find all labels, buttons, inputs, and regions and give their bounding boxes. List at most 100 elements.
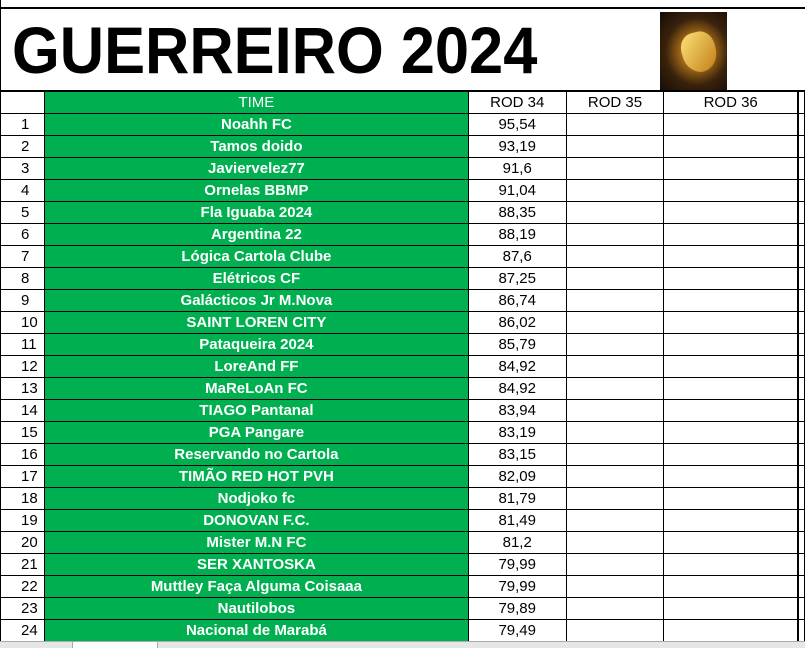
rod34-cell[interactable]: 87,25 bbox=[467, 267, 567, 290]
next-cell[interactable] bbox=[797, 575, 805, 598]
row-number[interactable]: 12 bbox=[0, 355, 45, 378]
rod34-cell[interactable]: 88,19 bbox=[467, 223, 567, 246]
team-cell[interactable]: Nautilobos bbox=[43, 597, 469, 620]
team-cell[interactable]: DONOVAN F.C. bbox=[43, 509, 469, 532]
rod36-cell[interactable] bbox=[663, 553, 799, 576]
rod35-cell[interactable] bbox=[565, 113, 665, 136]
team-cell[interactable]: Tamos doido bbox=[43, 135, 469, 158]
next-cell[interactable] bbox=[797, 619, 805, 642]
rod36-cell[interactable] bbox=[663, 113, 799, 136]
next-cell[interactable] bbox=[797, 201, 805, 224]
rod36-cell[interactable] bbox=[663, 333, 799, 356]
rod36-cell[interactable] bbox=[663, 575, 799, 598]
rod36-cell[interactable] bbox=[663, 399, 799, 422]
row-number[interactable]: 1 bbox=[0, 113, 45, 136]
rod35-cell[interactable] bbox=[565, 223, 665, 246]
rod35-header[interactable]: ROD 35 bbox=[565, 90, 665, 114]
team-cell[interactable]: SAINT LOREN CITY bbox=[43, 311, 469, 334]
team-cell[interactable]: Galácticos Jr M.Nova bbox=[43, 289, 469, 312]
team-cell[interactable]: Lógica Cartola Clube bbox=[43, 245, 469, 268]
team-cell[interactable]: Mister M.N FC bbox=[43, 531, 469, 554]
team-cell[interactable]: TIAGO Pantanal bbox=[43, 399, 469, 422]
row-number[interactable]: 13 bbox=[0, 377, 45, 400]
row-number[interactable]: 23 bbox=[0, 597, 45, 620]
next-cell[interactable] bbox=[797, 333, 805, 356]
row-number[interactable]: 4 bbox=[0, 179, 45, 202]
next-cell[interactable] bbox=[797, 487, 805, 510]
rod34-cell[interactable]: 79,89 bbox=[467, 597, 567, 620]
next-cell[interactable] bbox=[797, 289, 805, 312]
team-cell[interactable]: Nacional de Marabá bbox=[43, 619, 469, 642]
rod36-cell[interactable] bbox=[663, 509, 799, 532]
team-cell[interactable]: PGA Pangare bbox=[43, 421, 469, 444]
rod35-cell[interactable] bbox=[565, 311, 665, 334]
team-cell[interactable]: SER XANTOSKA bbox=[43, 553, 469, 576]
rod35-cell[interactable] bbox=[565, 421, 665, 444]
rod36-cell[interactable] bbox=[663, 421, 799, 444]
time-header[interactable]: TIME bbox=[43, 90, 469, 114]
next-cell[interactable] bbox=[797, 597, 805, 620]
next-cell[interactable] bbox=[797, 531, 805, 554]
team-cell[interactable]: Muttley Faça Alguma Coisaaa bbox=[43, 575, 469, 598]
next-cell[interactable] bbox=[797, 113, 805, 136]
rod34-cell[interactable]: 83,94 bbox=[467, 399, 567, 422]
rod35-cell[interactable] bbox=[565, 597, 665, 620]
rod34-cell[interactable]: 81,2 bbox=[467, 531, 567, 554]
row-number[interactable]: 7 bbox=[0, 245, 45, 268]
row-number[interactable]: 11 bbox=[0, 333, 45, 356]
rod36-cell[interactable] bbox=[663, 223, 799, 246]
next-cell[interactable] bbox=[797, 443, 805, 466]
rod35-cell[interactable] bbox=[565, 179, 665, 202]
row-number[interactable]: 15 bbox=[0, 421, 45, 444]
rod35-cell[interactable] bbox=[565, 201, 665, 224]
rod34-cell[interactable]: 84,92 bbox=[467, 355, 567, 378]
rod34-header[interactable]: ROD 34 bbox=[467, 90, 567, 114]
next-cell[interactable] bbox=[797, 311, 805, 334]
rod34-cell[interactable]: 95,54 bbox=[467, 113, 567, 136]
row-number[interactable]: 3 bbox=[0, 157, 45, 180]
rod35-cell[interactable] bbox=[565, 553, 665, 576]
row-number[interactable]: 8 bbox=[0, 267, 45, 290]
row-number[interactable]: 21 bbox=[0, 553, 45, 576]
team-cell[interactable]: Nodjoko fc bbox=[43, 487, 469, 510]
next-cell[interactable] bbox=[797, 135, 805, 158]
rod34-cell[interactable]: 88,35 bbox=[467, 201, 567, 224]
next-cell[interactable] bbox=[797, 90, 805, 114]
rod34-cell[interactable]: 83,15 bbox=[467, 443, 567, 466]
rod36-cell[interactable] bbox=[663, 487, 799, 510]
rod36-cell[interactable] bbox=[663, 157, 799, 180]
next-cell[interactable] bbox=[797, 377, 805, 400]
rod35-cell[interactable] bbox=[565, 267, 665, 290]
row-number[interactable]: 16 bbox=[0, 443, 45, 466]
next-cell[interactable] bbox=[797, 509, 805, 532]
row-number[interactable]: 17 bbox=[0, 465, 45, 488]
rod36-cell[interactable] bbox=[663, 355, 799, 378]
rod35-cell[interactable] bbox=[565, 443, 665, 466]
rod36-cell[interactable] bbox=[663, 267, 799, 290]
rod34-cell[interactable]: 79,99 bbox=[467, 553, 567, 576]
next-cell[interactable] bbox=[797, 157, 805, 180]
next-cell[interactable] bbox=[797, 553, 805, 576]
rod34-cell[interactable]: 79,49 bbox=[467, 619, 567, 642]
rod36-cell[interactable] bbox=[663, 201, 799, 224]
next-cell[interactable] bbox=[797, 245, 805, 268]
next-cell[interactable] bbox=[797, 267, 805, 290]
team-cell[interactable]: Fla Iguaba 2024 bbox=[43, 201, 469, 224]
rod35-cell[interactable] bbox=[565, 575, 665, 598]
sheet-tab[interactable] bbox=[72, 642, 158, 648]
rod35-cell[interactable] bbox=[565, 531, 665, 554]
rod34-cell[interactable]: 82,09 bbox=[467, 465, 567, 488]
team-cell[interactable]: TIMÃO RED HOT PVH bbox=[43, 465, 469, 488]
team-cell[interactable]: Ornelas BBMP bbox=[43, 179, 469, 202]
row-number[interactable]: 20 bbox=[0, 531, 45, 554]
rod35-cell[interactable] bbox=[565, 377, 665, 400]
rod35-cell[interactable] bbox=[565, 135, 665, 158]
rod36-header[interactable]: ROD 36 bbox=[663, 90, 799, 114]
rod34-cell[interactable]: 91,04 bbox=[467, 179, 567, 202]
rod35-cell[interactable] bbox=[565, 487, 665, 510]
rod36-cell[interactable] bbox=[663, 465, 799, 488]
rod36-cell[interactable] bbox=[663, 245, 799, 268]
rod36-cell[interactable] bbox=[663, 311, 799, 334]
rod36-cell[interactable] bbox=[663, 135, 799, 158]
rod35-cell[interactable] bbox=[565, 619, 665, 642]
